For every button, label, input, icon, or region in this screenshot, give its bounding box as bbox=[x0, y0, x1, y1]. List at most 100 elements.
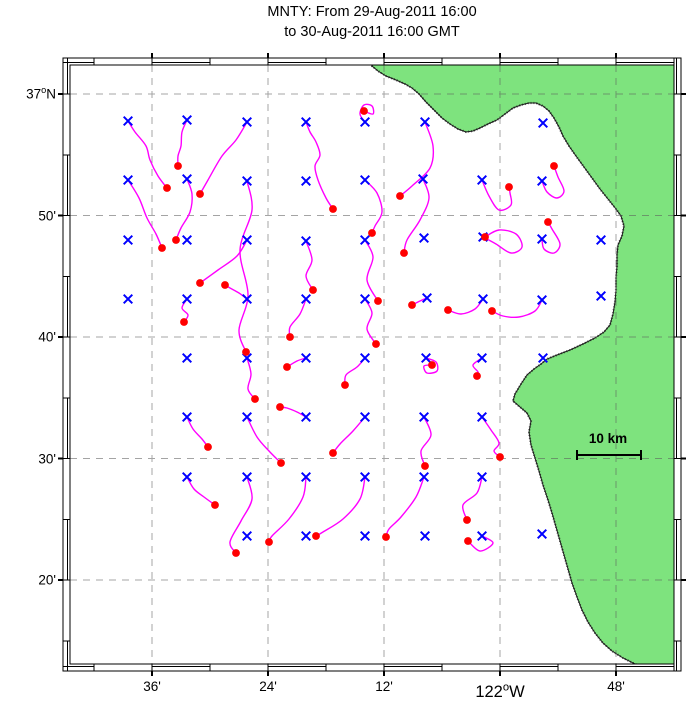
degree-symbol: o bbox=[502, 681, 510, 694]
drifter-end-dot bbox=[329, 449, 337, 457]
drifter-end-dot bbox=[396, 192, 404, 200]
drifter-trajectory bbox=[447, 298, 484, 315]
drifter-trajectory bbox=[385, 476, 425, 538]
x-tick-label: 122oW bbox=[475, 681, 525, 701]
drifter-trajectory bbox=[423, 357, 439, 374]
drifter-end-dot bbox=[341, 381, 349, 389]
drifter-trajectory bbox=[482, 229, 523, 254]
drifter-end-dot bbox=[204, 443, 212, 451]
plot-area bbox=[70, 65, 674, 664]
drifter-start-x-marker bbox=[122, 293, 134, 305]
drifter-end-dot bbox=[473, 372, 481, 380]
drifter-trajectory bbox=[186, 476, 216, 506]
drifter-trajectory bbox=[315, 476, 366, 537]
drifter-start-x-marker bbox=[181, 234, 193, 246]
drifter-start-x-marker bbox=[359, 116, 371, 128]
drifter-trajectory bbox=[399, 121, 435, 197]
drifter-end-dot bbox=[374, 297, 382, 305]
drifter-end-dot bbox=[277, 459, 285, 467]
drifter-start-x-marker bbox=[476, 530, 488, 542]
drifter-end-dot bbox=[172, 236, 180, 244]
trajectories-layer bbox=[127, 103, 565, 554]
drifter-trajectory bbox=[238, 180, 253, 353]
chart-title-line-1: MNTY: From 29-Aug-2011 16:00 bbox=[267, 4, 477, 20]
drifter-trajectory bbox=[199, 239, 248, 284]
drifter-start-x-marker bbox=[241, 471, 253, 483]
drifter-trajectory bbox=[175, 178, 193, 241]
drifter-trajectory bbox=[491, 299, 543, 319]
drifter-start-x-marker bbox=[241, 293, 253, 305]
drifter-end-dot bbox=[421, 462, 429, 470]
drifter-start-x-marker bbox=[359, 352, 371, 364]
drifter-start-x-marker bbox=[359, 293, 371, 305]
drifter-start-x-marker bbox=[181, 293, 193, 305]
drifter-trajectory bbox=[127, 120, 168, 189]
drifter-trajectory bbox=[305, 240, 314, 291]
drifter-end-dot bbox=[276, 403, 284, 411]
drifter-start-x-marker bbox=[595, 234, 607, 246]
drifter-start-x-marker bbox=[536, 233, 548, 245]
drifter-end-dot bbox=[368, 229, 376, 237]
drifter-end-dot bbox=[158, 244, 166, 252]
drifter-end-dot bbox=[496, 453, 504, 461]
scale-bar-label: 10 km bbox=[588, 431, 628, 446]
drifter-start-x-marker bbox=[418, 232, 430, 244]
y-tick-label: 20' bbox=[38, 572, 56, 588]
drifter-end-dot bbox=[180, 318, 188, 326]
graticule bbox=[70, 65, 674, 664]
drifter-start-x-marker bbox=[241, 234, 253, 246]
drifter-trajectory bbox=[481, 416, 501, 458]
drifter-start-x-marker bbox=[359, 411, 371, 423]
frame-inner-rect bbox=[69, 64, 675, 665]
drifter-start-x-marker bbox=[418, 471, 430, 483]
drifter-start-x-marker bbox=[359, 530, 371, 542]
x-tick-label: 36' bbox=[143, 679, 161, 694]
drifter-end-dot bbox=[372, 340, 380, 348]
drifter-start-x-marker bbox=[359, 471, 371, 483]
drifter-trajectory bbox=[364, 298, 377, 345]
drifter-end-dot bbox=[481, 233, 489, 241]
drifter-start-x-marker bbox=[417, 173, 429, 185]
y-tick-label: 37oN bbox=[26, 85, 56, 102]
drifter-end-dot bbox=[444, 306, 452, 314]
drifter-start-x-marker bbox=[476, 352, 488, 364]
drifter-end-dot bbox=[550, 162, 558, 170]
drifter-start-x-marker bbox=[477, 293, 489, 305]
drifter-end-dot bbox=[400, 249, 408, 257]
drifter-end-dot bbox=[360, 107, 368, 115]
drifter-start-x-marker bbox=[419, 530, 431, 542]
drifter-start-x-marker bbox=[181, 471, 193, 483]
x-tick-label: 12' bbox=[375, 679, 393, 694]
drifter-start-x-marker bbox=[421, 292, 433, 304]
drifter-start-x-marker bbox=[536, 294, 548, 306]
drifter-start-x-marker bbox=[537, 352, 549, 364]
drifter-trajectory bbox=[305, 121, 334, 210]
frame-outer-rect bbox=[62, 57, 682, 672]
degree-symbol: o bbox=[41, 85, 47, 95]
scale-bar bbox=[576, 450, 642, 460]
drifter-end-dot bbox=[488, 307, 496, 315]
drifter-end-dot bbox=[329, 205, 337, 213]
drifter-start-x-marker bbox=[476, 411, 488, 423]
drifter-start-x-marker bbox=[300, 116, 312, 128]
drifter-end-dot bbox=[464, 537, 472, 545]
drifter-end-dot bbox=[286, 333, 294, 341]
drifter-start-x-marker bbox=[419, 116, 431, 128]
drifter-end-dot bbox=[382, 533, 390, 541]
drifter-end-dot bbox=[408, 301, 416, 309]
major-ticks bbox=[58, 53, 686, 676]
drifter-end-dot bbox=[242, 348, 250, 356]
drifter-trajectory bbox=[186, 416, 209, 448]
drifter-start-x-marker bbox=[241, 411, 253, 423]
drifter-end-dot bbox=[221, 281, 229, 289]
chart-title-line-2: to 30-Aug-2011 16:00 GMT bbox=[284, 24, 460, 40]
drifter-start-x-marker bbox=[181, 114, 193, 126]
drifter-start-x-marker bbox=[536, 175, 548, 187]
drifter-trajectory bbox=[364, 179, 383, 234]
drifter-end-dot bbox=[312, 532, 320, 540]
drifter-start-x-marker bbox=[300, 530, 312, 542]
drifter-start-x-marker bbox=[241, 530, 253, 542]
drifter-end-dot bbox=[283, 363, 291, 371]
drifter-trajectory bbox=[268, 476, 307, 543]
